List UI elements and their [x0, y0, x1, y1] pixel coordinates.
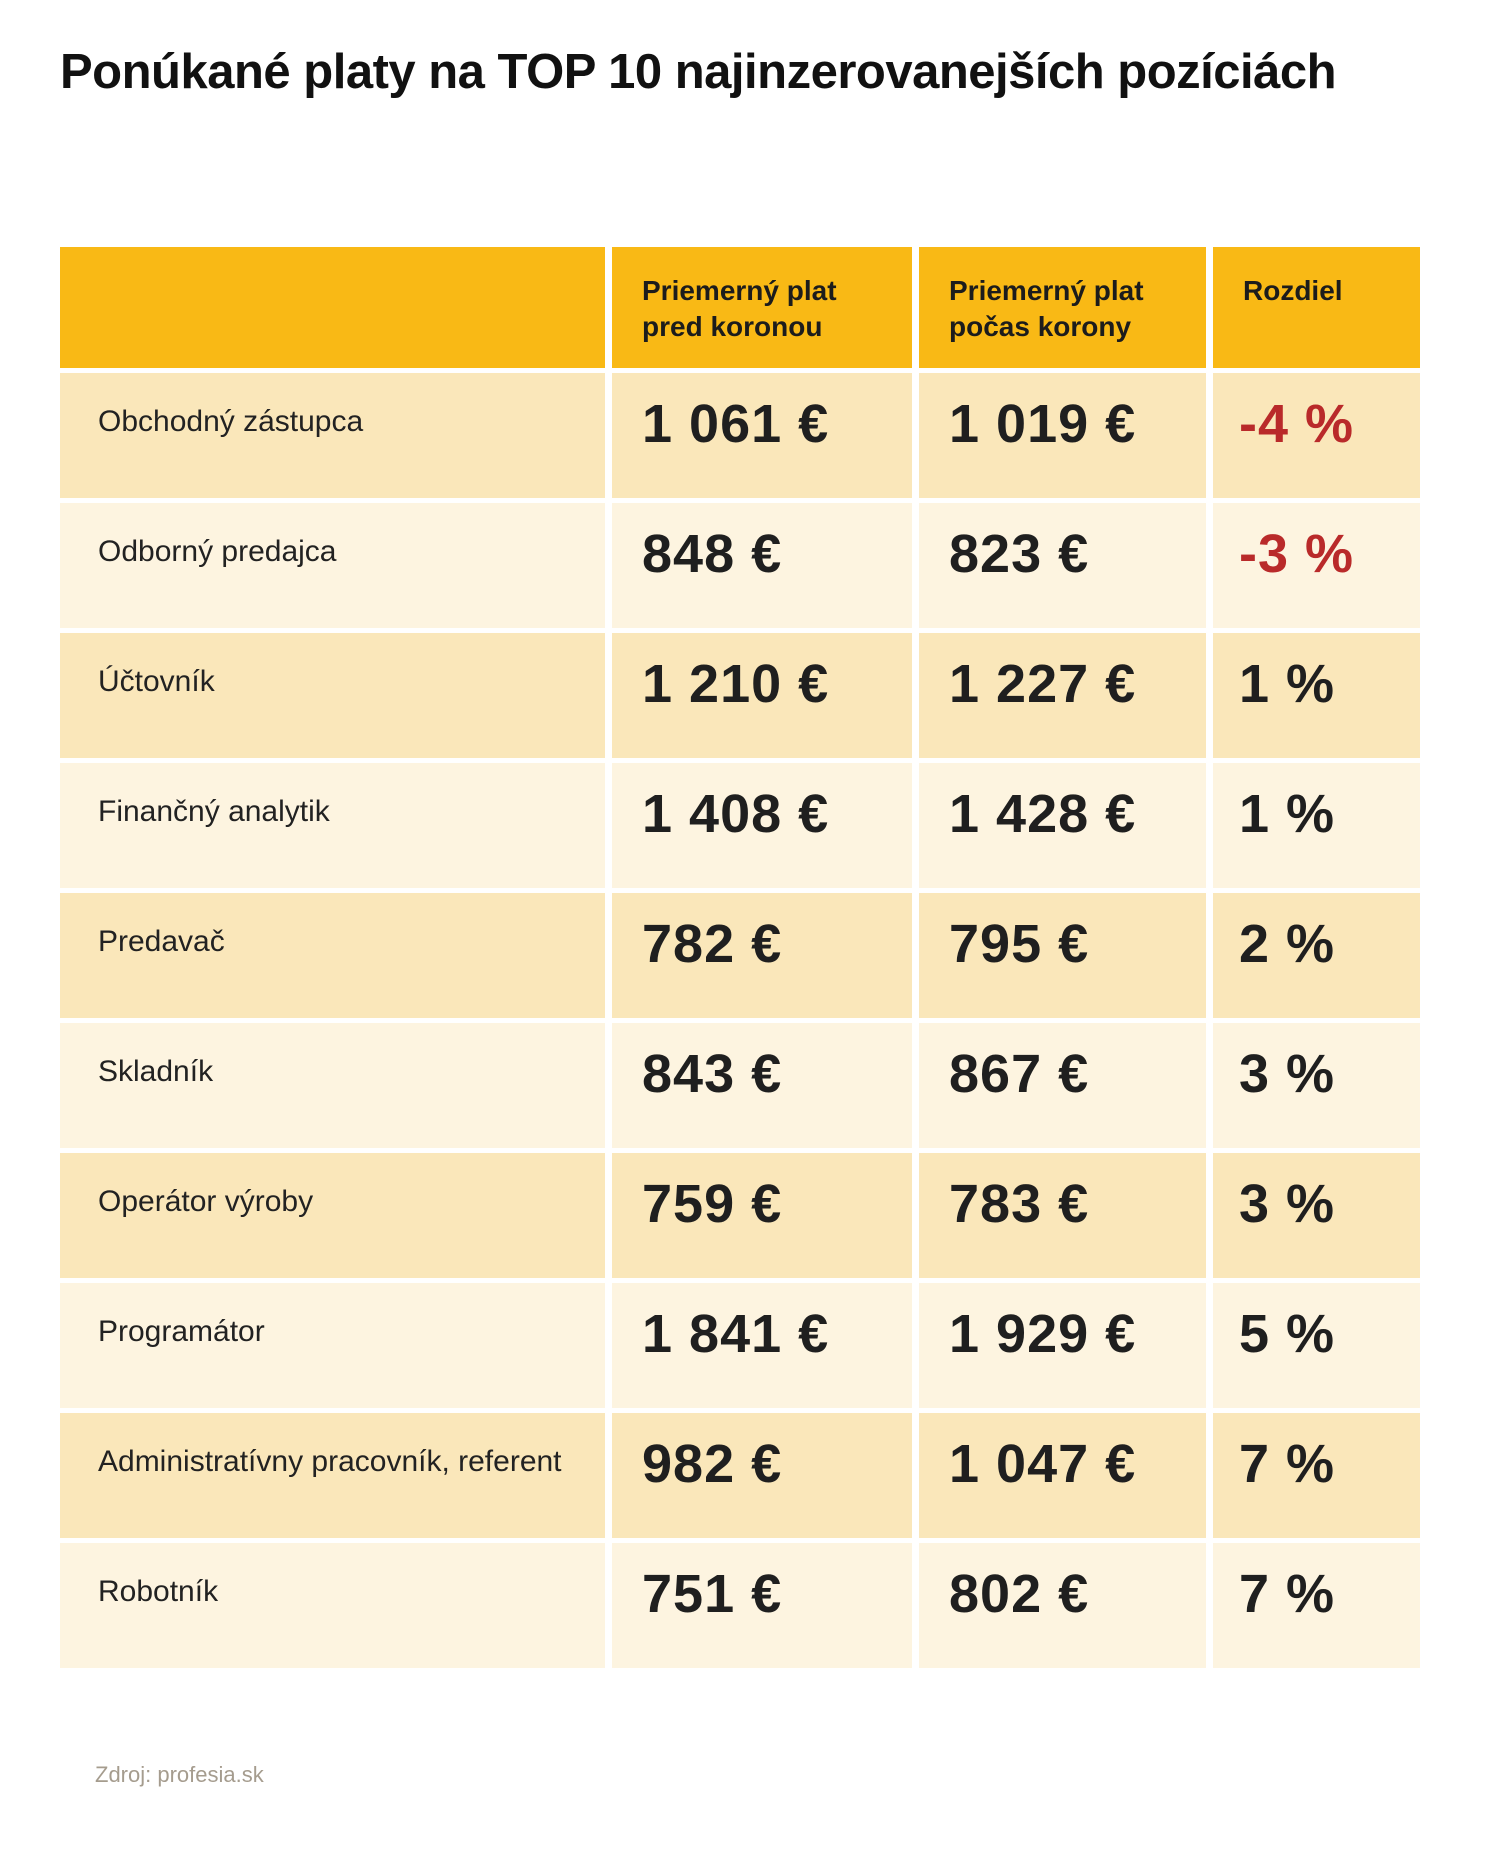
- position-cell: Účtovník: [60, 633, 605, 758]
- position-cell: Finančný analytik: [60, 763, 605, 888]
- diff-cell: -3 %: [1213, 503, 1420, 628]
- salary-before-cell: 1 210 €: [612, 633, 912, 758]
- position-cell: Programátor: [60, 1283, 605, 1408]
- header-cell-before: Priemerný plat pred koronou: [612, 247, 912, 368]
- position-cell: Odborný predajca: [60, 503, 605, 628]
- source-note: Zdroj: profesia.sk: [95, 1762, 264, 1788]
- salary-before-cell: 843 €: [612, 1023, 912, 1148]
- salary-during-cell: 1 047 €: [919, 1413, 1206, 1538]
- source-link[interactable]: profesia.sk: [157, 1762, 264, 1787]
- position-cell: Administratívny pracovník, referent: [60, 1413, 605, 1538]
- diff-cell: 3 %: [1213, 1023, 1420, 1148]
- position-cell: Skladník: [60, 1023, 605, 1148]
- salary-before-cell: 782 €: [612, 893, 912, 1018]
- position-cell: Operátor výroby: [60, 1153, 605, 1278]
- salary-during-cell: 1 227 €: [919, 633, 1206, 758]
- salary-during-cell: 802 €: [919, 1543, 1206, 1668]
- salary-before-cell: 1 408 €: [612, 763, 912, 888]
- salary-during-cell: 867 €: [919, 1023, 1206, 1148]
- salary-during-cell: 823 €: [919, 503, 1206, 628]
- diff-cell: 1 %: [1213, 763, 1420, 888]
- diff-cell: 5 %: [1213, 1283, 1420, 1408]
- salary-during-cell: 783 €: [919, 1153, 1206, 1278]
- salary-before-cell: 982 €: [612, 1413, 912, 1538]
- salary-before-cell: 1 061 €: [612, 373, 912, 498]
- position-cell: Obchodný zástupca: [60, 373, 605, 498]
- header-cell-diff: Rozdiel: [1213, 247, 1420, 368]
- salary-before-cell: 759 €: [612, 1153, 912, 1278]
- salary-table: Priemerný plat pred koronou Priemerný pl…: [60, 247, 1420, 1668]
- salary-before-cell: 751 €: [612, 1543, 912, 1668]
- diff-cell: 1 %: [1213, 633, 1420, 758]
- salary-during-cell: 1 428 €: [919, 763, 1206, 888]
- salary-before-cell: 1 841 €: [612, 1283, 912, 1408]
- header-cell-position: [60, 247, 605, 368]
- diff-cell: 7 %: [1213, 1413, 1420, 1538]
- diff-cell: 3 %: [1213, 1153, 1420, 1278]
- diff-cell: 7 %: [1213, 1543, 1420, 1668]
- diff-cell: -4 %: [1213, 373, 1420, 498]
- diff-cell: 2 %: [1213, 893, 1420, 1018]
- page-title: Ponúkané platy na TOP 10 najinzerovanejš…: [60, 45, 1337, 99]
- salary-before-cell: 848 €: [612, 503, 912, 628]
- header-cell-during: Priemerný plat počas korony: [919, 247, 1206, 368]
- salary-during-cell: 795 €: [919, 893, 1206, 1018]
- position-cell: Predavač: [60, 893, 605, 1018]
- position-cell: Robotník: [60, 1543, 605, 1668]
- source-label: Zdroj:: [95, 1762, 152, 1787]
- salary-during-cell: 1 929 €: [919, 1283, 1206, 1408]
- salary-during-cell: 1 019 €: [919, 373, 1206, 498]
